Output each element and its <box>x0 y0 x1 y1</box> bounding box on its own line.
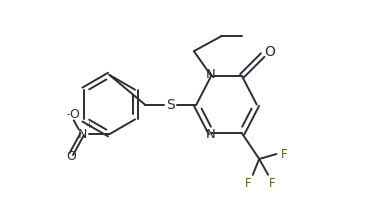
Text: S: S <box>166 97 175 111</box>
Text: O: O <box>66 150 76 163</box>
Text: F: F <box>245 177 252 190</box>
Text: -: - <box>66 110 69 119</box>
Text: F: F <box>281 148 288 161</box>
Text: +: + <box>86 121 93 130</box>
Text: F: F <box>269 177 275 190</box>
Text: O: O <box>264 45 275 59</box>
Text: O: O <box>69 108 79 121</box>
Text: N: N <box>206 128 215 141</box>
Text: N: N <box>78 128 87 141</box>
Text: N: N <box>206 68 215 81</box>
